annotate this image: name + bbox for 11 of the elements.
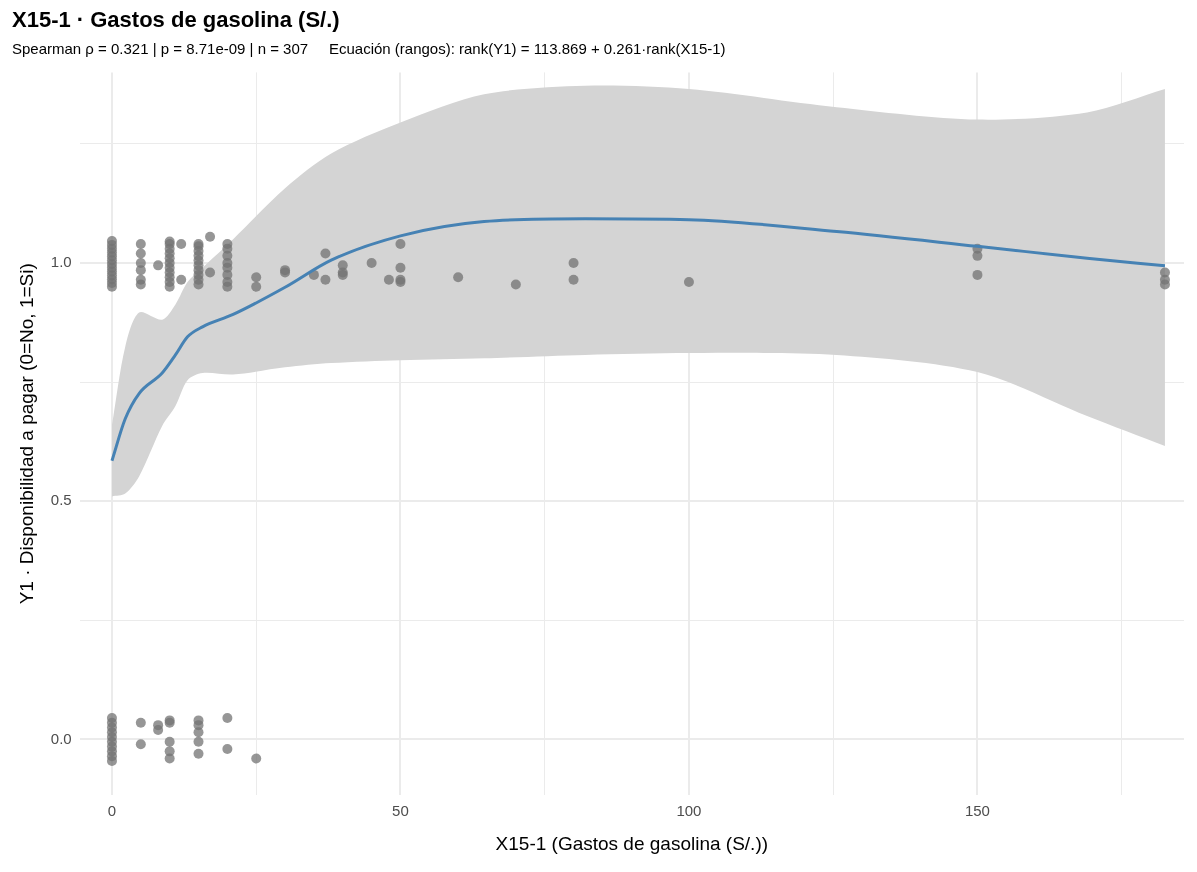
chart-title: X15-1 · Gastos de gasolina (S/.) xyxy=(12,7,340,33)
x-axis-title: X15-1 (Gastos de gasolina (S/.)) xyxy=(495,832,769,854)
x-tick-label: 150 xyxy=(964,802,990,820)
y-tick-label: 1.0 xyxy=(50,253,72,271)
y-tick-label: 0.0 xyxy=(50,729,72,747)
chart-subtitle: Spearman ρ = 0.321 | p = 8.71e-09 | n = 307 Ecuación (rangos): rank(Y1) = 113.869 + 0.261·rank(X15-1) xyxy=(12,39,726,57)
x-tick-label: 50 xyxy=(392,802,409,820)
x-tick-label: 100 xyxy=(676,802,702,820)
x-tick-label: 0 xyxy=(107,802,117,820)
y-tick-label: 0.5 xyxy=(50,491,72,509)
y-axis-title: Y1 · Disponibilidad a pagar (0=No, 1=Si) xyxy=(15,263,37,605)
